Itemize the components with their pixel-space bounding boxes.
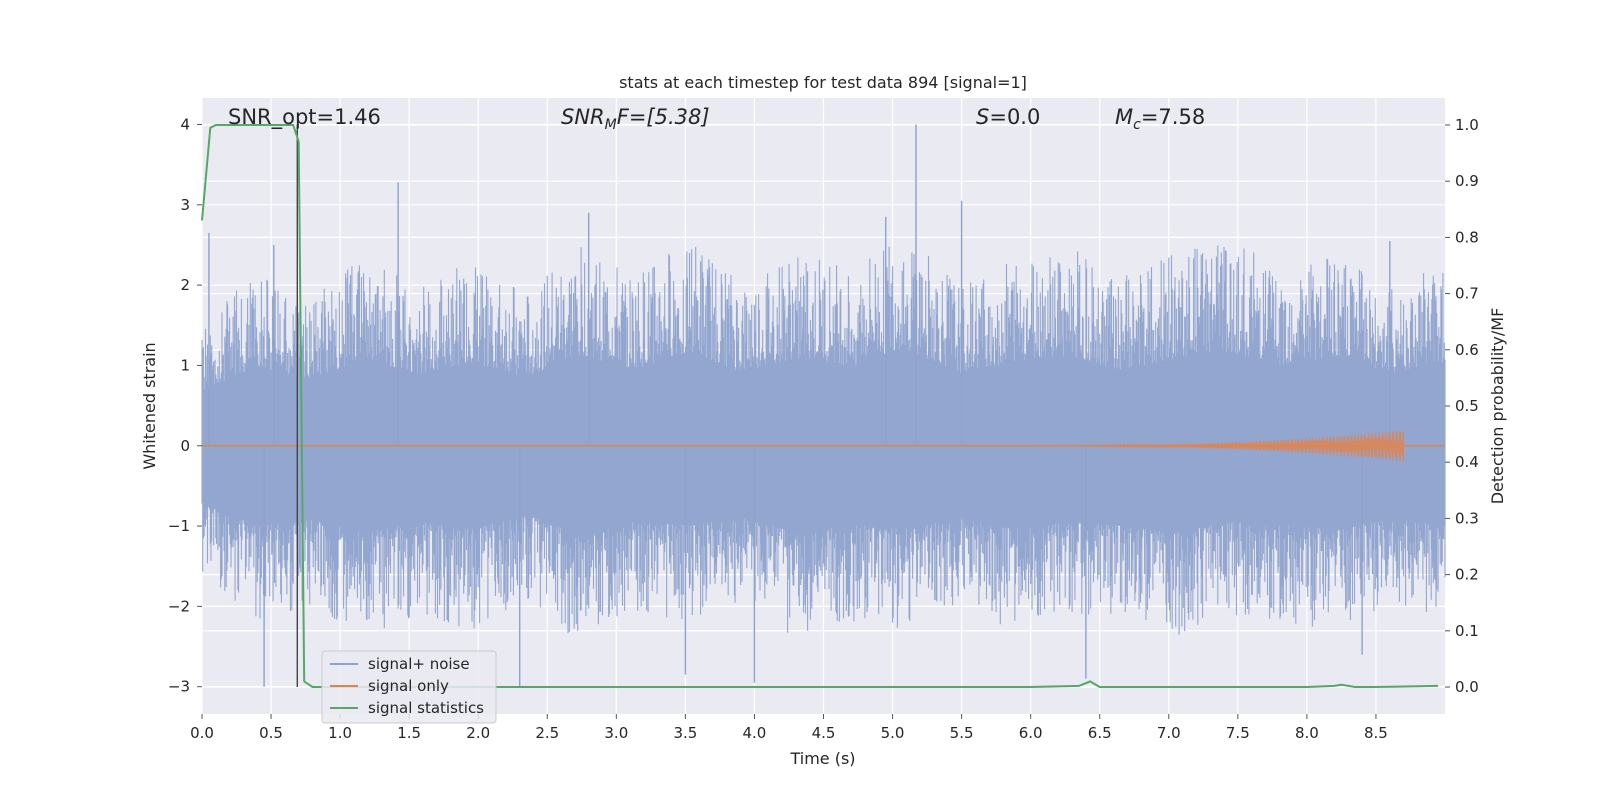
y-right-axis-label: Detection probability/MF [1488,308,1507,505]
x-tick-label: 3.0 [604,724,628,742]
x-tick-label: 8.5 [1364,724,1388,742]
y-right-tick-label: 0.8 [1455,228,1479,246]
y-right-tick-label: 0.6 [1455,341,1479,359]
x-tick-label: 7.0 [1157,724,1181,742]
legend-box [321,650,497,724]
y-right-tick-label: 0.3 [1455,509,1479,527]
y-right-tick-label: 0.4 [1455,453,1479,471]
x-tick-label: 1.5 [397,724,421,742]
x-tick-label: 3.5 [673,724,697,742]
annotation-mc: Mc=7.58 [1115,105,1205,133]
x-tick-label: 8.0 [1295,724,1319,742]
y-left-tick-label: 4 [180,116,190,134]
x-tick-label: 2.5 [535,724,559,742]
legend-label-signal-statistics: signal statistics [368,699,484,717]
x-tick-label: 5.5 [950,724,974,742]
y-left-tick-label: 0 [180,437,190,455]
x-tick-label: 6.0 [1019,724,1043,742]
y-left-tick-label: −1 [168,517,190,535]
x-tick-label: 0.0 [190,724,214,742]
legend-label-signal-noise: signal+ noise [368,655,470,673]
y-left-tick-label: −3 [168,678,190,696]
x-tick-label: 4.0 [743,724,767,742]
x-tick-label: 0.5 [259,724,283,742]
x-tick-label: 6.5 [1088,724,1112,742]
legend: signal+ noise signal only signal statist… [321,650,497,724]
annotation-snr-mf: SNRMF=[5.38] [561,105,710,133]
x-axis-ticks: 0.0 0.5 1.0 1.5 2.0 2.5 3.0 3.5 4.0 4.5 5.0 5.5 6.0 6… [190,714,1388,742]
y-right-tick-label: 0.7 [1455,285,1479,303]
signal-chirp [961,431,1405,462]
x-tick-label: 5.0 [881,724,905,742]
x-tick-label: 4.5 [812,724,836,742]
y-left-tick-label: 3 [180,196,190,214]
signal-statistics-series [201,124,1439,688]
x-axis-label: Time (s) [789,749,855,768]
y-left-tick-label: 2 [180,276,190,294]
x-tick-label: 2.0 [466,724,490,742]
x-tick-label: 7.5 [1226,724,1250,742]
chart-title: stats at each timestep for test data 894… [619,73,1027,92]
y-left-tick-label: 1 [180,356,190,374]
y-right-tick-label: 0.0 [1455,678,1479,696]
x-tick-label: 1.0 [328,724,352,742]
signal-noise-series [201,124,1446,687]
y-right-tick-label: 0.5 [1455,397,1479,415]
signal-only-series [202,431,1445,462]
y-right-axis-ticks: 0.0 0.1 0.2 0.3 0.4 0.5 0.6 0.7 0.8 0.9 1.0 [1445,116,1479,696]
y-right-tick-label: 1.0 [1455,116,1479,134]
y-left-axis-label: Whitened strain [140,342,159,469]
noise-peaks [208,124,1391,687]
annotation-snr-opt: SNR_opt=1.46 [228,105,381,130]
y-left-axis-ticks: −3 −2 −1 0 1 2 3 4 [168,116,202,696]
y-left-tick-label: −2 [168,597,190,615]
y-right-tick-label: 0.9 [1455,172,1479,190]
annotation-s: S=0.0 [976,105,1040,129]
legend-label-signal-only: signal only [368,677,449,695]
statistics-line [201,124,1439,688]
y-right-tick-label: 0.2 [1455,566,1479,584]
y-right-tick-label: 0.1 [1455,622,1479,640]
